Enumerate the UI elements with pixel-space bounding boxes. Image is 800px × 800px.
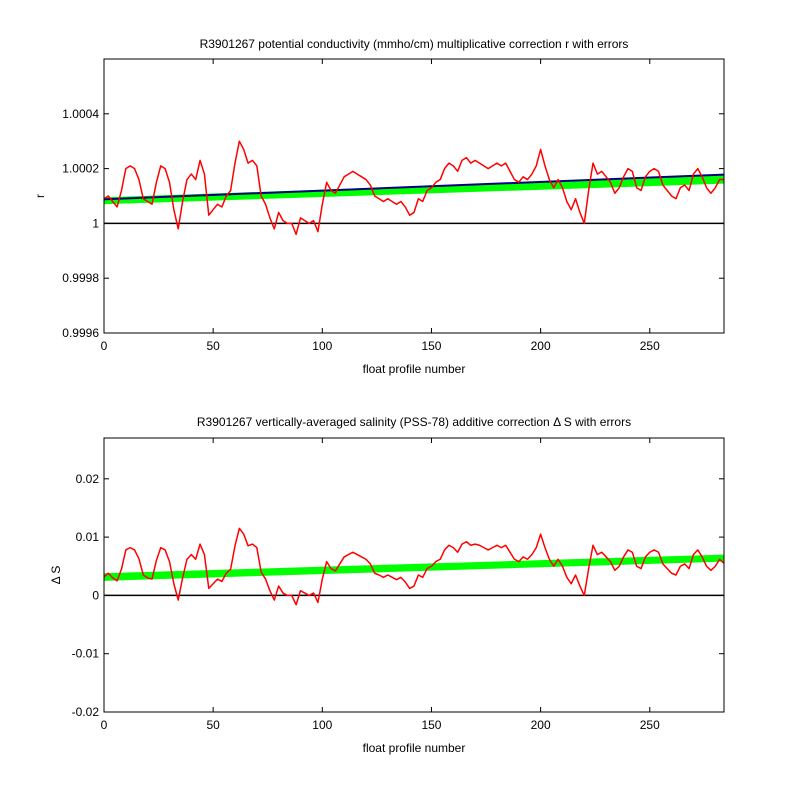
x-tick-label: 50 xyxy=(206,718,220,732)
y-tick-label: 0.9998 xyxy=(62,271,99,285)
x-tick-label: 250 xyxy=(640,718,660,732)
chart-top-xlabel: float profile number xyxy=(363,362,466,376)
x-tick-label: 200 xyxy=(531,718,551,732)
chart-bottom-ylabel: Δ S xyxy=(49,566,63,585)
y-tick-label: 1.0004 xyxy=(62,107,99,121)
x-tick-label: 100 xyxy=(312,339,332,353)
y-tick-label: 0.9996 xyxy=(62,326,99,340)
y-tick-label: 0 xyxy=(92,588,99,602)
x-tick-label: 250 xyxy=(640,339,660,353)
error-band xyxy=(104,554,724,581)
data-series-line xyxy=(104,527,724,606)
chart-bottom-plot-area: 0 50 100 150 200 250 -0.02 -0.01 0 0.01 0.02 xyxy=(72,437,725,732)
y-tick-label: 1.0002 xyxy=(62,162,99,176)
chart-top-plot-area: 0 50 100 150 200 250 0.9996 0.9998 1 1.0002 1.0004 xyxy=(62,58,725,353)
error-band xyxy=(104,175,724,205)
chart-0-series-layer xyxy=(104,140,724,236)
chart-top: R3901267 potential conductivity (mmho/cm… xyxy=(33,37,725,376)
y-tick-label: 0.01 xyxy=(76,530,100,544)
chart-top-ylabel: r xyxy=(33,194,47,198)
y-tick-label: -0.01 xyxy=(72,647,100,661)
chart-bottom-xlabel: float profile number xyxy=(363,741,466,755)
chart-bottom-title: R3901267 vertically-averaged salinity (P… xyxy=(197,415,631,429)
y-tick-label: 0.02 xyxy=(76,472,100,486)
data-series-line xyxy=(104,140,724,236)
y-tick-label: 1 xyxy=(92,216,99,230)
x-tick-label: 150 xyxy=(421,718,441,732)
axes-frame xyxy=(103,58,725,334)
x-tick-label: 50 xyxy=(206,339,220,353)
x-tick-label: 100 xyxy=(312,718,332,732)
x-tick-label: 200 xyxy=(531,339,551,353)
x-tick-label: 0 xyxy=(101,339,108,353)
y-tick-label: -0.02 xyxy=(72,705,100,719)
x-tick-label: 150 xyxy=(421,339,441,353)
x-tick-label: 0 xyxy=(101,718,108,732)
chart-bottom: R3901267 vertically-averaged salinity (P… xyxy=(49,415,725,755)
axes-frame xyxy=(103,437,725,713)
chart-top-title: R3901267 potential conductivity (mmho/cm… xyxy=(200,37,629,51)
chart-1-series-layer xyxy=(104,527,724,606)
